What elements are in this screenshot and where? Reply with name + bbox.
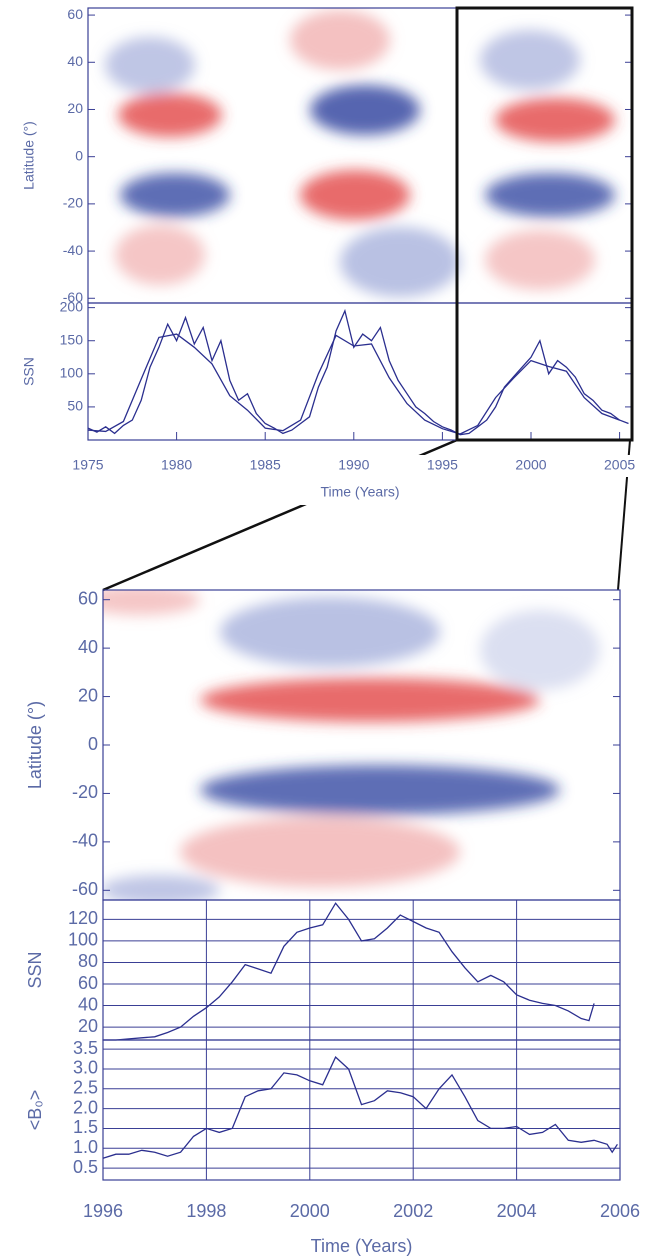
butterfly-image bbox=[105, 10, 615, 297]
y-tick-label: 3.5 bbox=[73, 1038, 98, 1058]
butterfly-image-zoom bbox=[103, 590, 600, 900]
y-tick-label: -40 bbox=[63, 242, 83, 258]
x-tick-label: 2006 bbox=[600, 1201, 640, 1221]
zoom-box bbox=[455, 6, 634, 442]
y-tick-label: 120 bbox=[68, 908, 98, 928]
y-tick-label: 150 bbox=[60, 331, 84, 347]
y-tick-label: 60 bbox=[78, 973, 98, 993]
y-axis-label: Latitude (°) bbox=[25, 701, 45, 789]
plot-frame bbox=[102, 899, 621, 1041]
y-tick-label: 100 bbox=[68, 930, 98, 950]
y-tick-label: 0 bbox=[75, 147, 83, 163]
y-tick-label: 0.5 bbox=[73, 1157, 98, 1177]
y-tick-label: -60 bbox=[72, 879, 98, 899]
y-tick-label: 20 bbox=[78, 685, 98, 705]
y-tick-label: 50 bbox=[67, 398, 83, 414]
x-tick-label: 2002 bbox=[393, 1201, 433, 1221]
y-tick-label: 0 bbox=[88, 734, 98, 754]
x-axis-label: Time (Years) bbox=[320, 484, 399, 500]
y-tick-label: -60 bbox=[63, 289, 83, 305]
y-axis-label: SSN bbox=[21, 357, 37, 386]
x-tick-label: 1980 bbox=[161, 457, 192, 473]
y-tick-label: 60 bbox=[67, 6, 83, 22]
y-tick-label: 2.5 bbox=[73, 1078, 98, 1098]
series-line bbox=[102, 1056, 618, 1159]
y-tick-label: 1.0 bbox=[73, 1137, 98, 1157]
y-tick-label: 200 bbox=[60, 298, 84, 314]
series-line bbox=[103, 902, 595, 1041]
x-tick-label: 1995 bbox=[427, 457, 458, 473]
x-tick-label: 1998 bbox=[186, 1201, 226, 1221]
y-axis-label: <B₀> bbox=[25, 1090, 45, 1131]
y-tick-label: 60 bbox=[78, 588, 98, 608]
x-axis-label: Time (Years) bbox=[311, 1236, 413, 1256]
y-tick-label: -20 bbox=[72, 782, 98, 802]
label-backing bbox=[600, 455, 640, 477]
plot-frame bbox=[102, 1039, 621, 1181]
y-tick-label: -40 bbox=[72, 831, 98, 851]
label-backing bbox=[255, 455, 455, 505]
y-tick-label: 40 bbox=[78, 637, 98, 657]
y-axis-label: SSN bbox=[25, 951, 45, 988]
y-tick-label: 20 bbox=[78, 1016, 98, 1036]
y-tick-label: 40 bbox=[78, 994, 98, 1014]
x-tick-label: 1996 bbox=[83, 1201, 123, 1221]
x-tick-label: 2000 bbox=[290, 1201, 330, 1221]
x-tick-label: 2000 bbox=[515, 457, 546, 473]
x-tick-label: 1975 bbox=[72, 457, 103, 473]
y-tick-label: 1.5 bbox=[73, 1117, 98, 1137]
y-tick-label: 80 bbox=[78, 951, 98, 971]
x-tick-label: 2004 bbox=[497, 1201, 537, 1221]
y-tick-label: -20 bbox=[63, 195, 83, 211]
x-tick-label: 1990 bbox=[338, 457, 369, 473]
y-tick-label: 100 bbox=[60, 365, 84, 381]
y-axis-label: Latitude (°) bbox=[21, 121, 37, 190]
x-tick-label: 1985 bbox=[250, 457, 281, 473]
series-line bbox=[87, 308, 629, 436]
y-tick-label: 3.0 bbox=[73, 1058, 98, 1078]
y-tick-label: 40 bbox=[67, 53, 83, 69]
y-tick-label: 20 bbox=[67, 100, 83, 116]
x-tick-label: 2005 bbox=[604, 457, 635, 473]
series-line bbox=[87, 333, 620, 435]
y-tick-label: 2.0 bbox=[73, 1097, 98, 1117]
